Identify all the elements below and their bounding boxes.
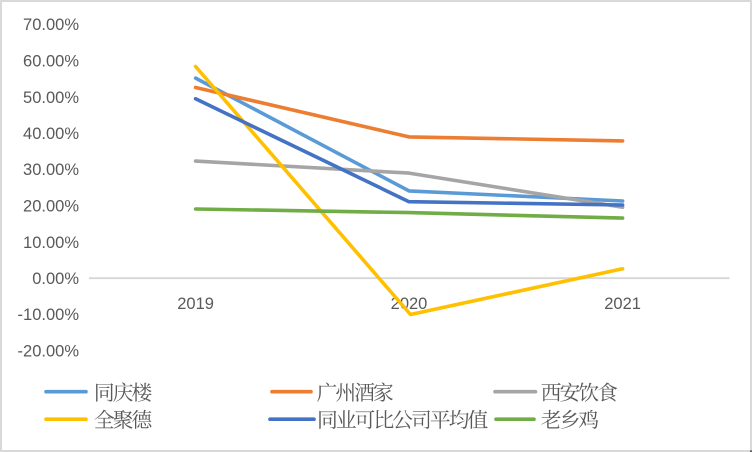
svg-text:10.00%: 10.00% [23,234,79,252]
svg-text:-20.00%: -20.00% [18,343,80,361]
svg-text:0.00%: 0.00% [32,270,79,288]
svg-text:60.00%: 60.00% [23,53,79,71]
svg-text:40.00%: 40.00% [23,125,79,143]
svg-text:2019: 2019 [177,295,214,313]
svg-text:2021: 2021 [604,295,641,313]
svg-text:50.00%: 50.00% [23,89,79,107]
svg-text:70.00%: 70.00% [23,16,79,34]
svg-text:-10.00%: -10.00% [18,306,80,324]
svg-text:20.00%: 20.00% [23,198,79,216]
svg-text:30.00%: 30.00% [23,161,79,179]
svg-text:2020: 2020 [391,295,428,313]
